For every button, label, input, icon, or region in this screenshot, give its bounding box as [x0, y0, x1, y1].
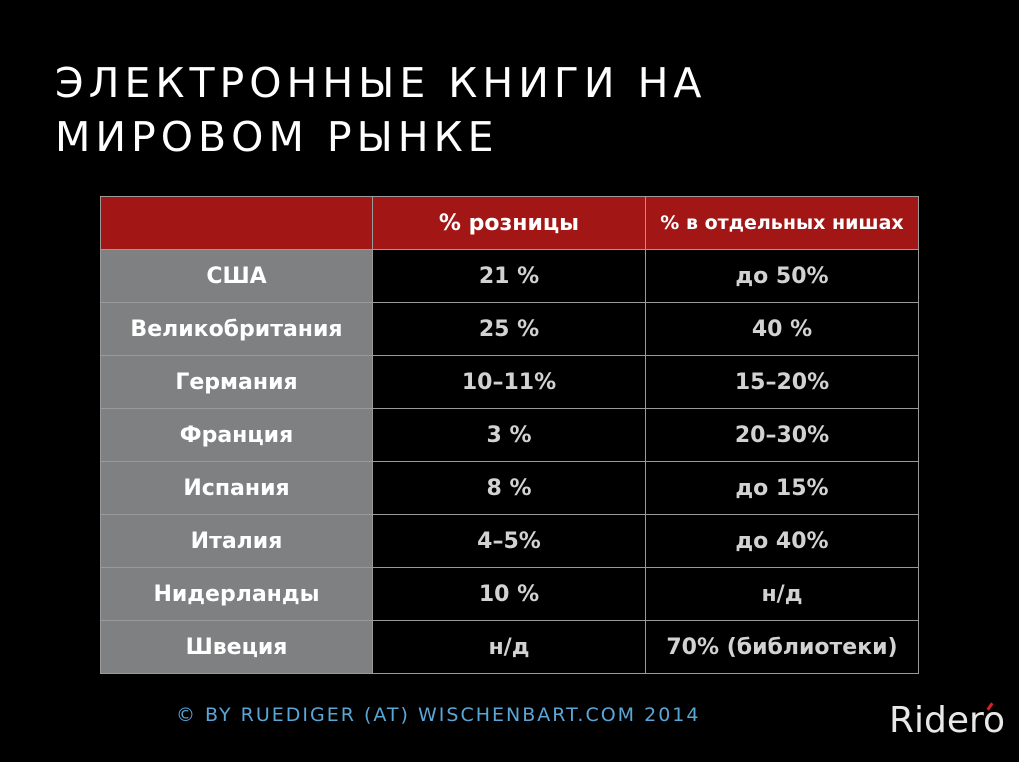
country-cell: Швеция: [100, 620, 373, 674]
table-row: Франция 3 % 20–30%: [100, 408, 919, 462]
copyright-credit: © BY RUEDIGER (AT) WISCHENBART.COM 2014: [176, 704, 701, 726]
niche-share-cell: н/д: [645, 567, 919, 621]
header-niche-share: % в отдельных нишах: [645, 196, 919, 250]
table-row: Италия 4–5% до 40%: [100, 514, 919, 568]
retail-share-cell: 21 %: [372, 249, 646, 303]
niche-share-cell: 70% (библиотеки): [645, 620, 919, 674]
header-empty-cell: [100, 196, 373, 250]
country-cell: Великобритания: [100, 302, 373, 356]
niche-share-cell: 20–30%: [645, 408, 919, 462]
title-line-1: ЭЛЕКТРОННЫЕ КНИГИ НА: [55, 59, 707, 107]
table-header-row: % розницы % в отдельных нишах: [100, 196, 919, 250]
retail-share-cell: 4–5%: [372, 514, 646, 568]
header-retail-share: % розницы: [372, 196, 646, 250]
table-row: Великобритания 25 % 40 %: [100, 302, 919, 356]
country-cell: Италия: [100, 514, 373, 568]
retail-share-cell: 10 %: [372, 567, 646, 621]
retail-share-cell: 25 %: [372, 302, 646, 356]
ebook-market-table: % розницы % в отдельных нишах США 21 % д…: [100, 196, 919, 674]
retail-share-cell: н/д: [372, 620, 646, 674]
title-line-2: МИРОВОМ РЫНКЕ: [55, 113, 499, 161]
niche-share-cell: до 15%: [645, 461, 919, 515]
table-row: Нидерланды 10 % н/д: [100, 567, 919, 621]
ridero-logo: Ridero: [889, 700, 1006, 741]
retail-share-cell: 10–11%: [372, 355, 646, 409]
country-cell: Испания: [100, 461, 373, 515]
niche-share-cell: 15–20%: [645, 355, 919, 409]
country-cell: Нидерланды: [100, 567, 373, 621]
table-row: Швеция н/д 70% (библиотеки): [100, 620, 919, 674]
country-cell: США: [100, 249, 373, 303]
niche-share-cell: до 40%: [645, 514, 919, 568]
table-row: Испания 8 % до 15%: [100, 461, 919, 515]
table-row: США 21 % до 50%: [100, 249, 919, 303]
niche-share-cell: 40 %: [645, 302, 919, 356]
niche-share-cell: до 50%: [645, 249, 919, 303]
slide-title: ЭЛЕКТРОННЫЕ КНИГИ НА МИРОВОМ РЫНКЕ: [55, 56, 706, 164]
country-cell: Германия: [100, 355, 373, 409]
retail-share-cell: 3 %: [372, 408, 646, 462]
retail-share-cell: 8 %: [372, 461, 646, 515]
country-cell: Франция: [100, 408, 373, 462]
table-row: Германия 10–11% 15–20%: [100, 355, 919, 409]
